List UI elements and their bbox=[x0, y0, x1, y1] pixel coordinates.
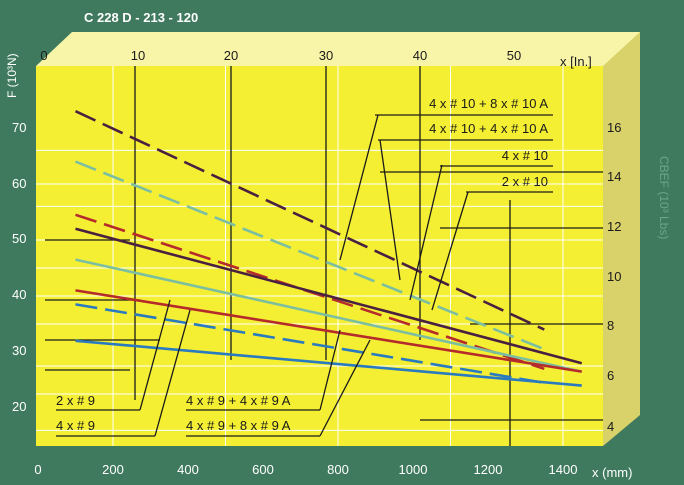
series-line bbox=[74, 110, 545, 331]
annotation-label: 4 x # 9 + 8 x # 9 A bbox=[186, 418, 291, 433]
annotation-label: 4 x # 10 + 8 x # 10 A bbox=[429, 96, 548, 111]
y-right-label: CBEF (10³ Lbs) bbox=[657, 156, 671, 239]
y-left-tick-label: 30 bbox=[12, 343, 26, 358]
leader-line bbox=[339, 114, 379, 261]
leader-line bbox=[319, 339, 371, 437]
y-left-tick-label: 40 bbox=[12, 287, 26, 302]
y-right-tick-label: 4 bbox=[607, 419, 614, 434]
x-top-tick-label: 0 bbox=[40, 48, 47, 63]
leader-line bbox=[319, 329, 341, 411]
annotation-label: 2 x # 9 bbox=[56, 393, 95, 408]
x-top-tick-label: 40 bbox=[413, 48, 427, 63]
series-line bbox=[75, 258, 583, 373]
chart-title: C 228 D - 213 - 120 bbox=[84, 10, 198, 25]
x-top-tick-label: 20 bbox=[224, 48, 238, 63]
y-right-tick-label: 14 bbox=[607, 169, 621, 184]
y-left-tick-label: 50 bbox=[12, 231, 26, 246]
x-tick-label: 1400 bbox=[549, 462, 578, 477]
grid bbox=[36, 66, 603, 446]
y-left-label: F (10³N) bbox=[5, 53, 19, 98]
series-line bbox=[75, 160, 545, 351]
annotation-label: 4 x # 10 + 4 x # 10 A bbox=[429, 121, 548, 136]
y-right-tick-label: 12 bbox=[607, 219, 621, 234]
panel-right-face bbox=[603, 32, 640, 446]
x-top-tick-label: 10 bbox=[131, 48, 145, 63]
x-tick-label: 800 bbox=[327, 462, 349, 477]
x-top-tick-label: 30 bbox=[319, 48, 333, 63]
y-left-tick-label: 20 bbox=[12, 399, 26, 414]
y-left-tick-label: 60 bbox=[12, 176, 26, 191]
x-tick-label: 600 bbox=[252, 462, 274, 477]
leader-line bbox=[139, 299, 171, 411]
panel-top-face bbox=[36, 32, 640, 66]
leader-line bbox=[431, 191, 469, 311]
x-top-tick-label: 50 bbox=[507, 48, 521, 63]
series-line bbox=[75, 227, 583, 365]
x-bottom-unit: x (mm) bbox=[592, 465, 632, 480]
annotation-label: 2 x # 10 bbox=[502, 174, 548, 189]
y-right-tick-label: 6 bbox=[607, 368, 614, 383]
series-line bbox=[75, 289, 582, 373]
leader-line bbox=[409, 164, 443, 301]
plot-panel bbox=[36, 66, 603, 446]
x-tick-label: 200 bbox=[102, 462, 124, 477]
y-left-tick-label: 70 bbox=[12, 120, 26, 135]
y-right-tick-label: 8 bbox=[607, 318, 614, 333]
series-line bbox=[75, 303, 545, 385]
x-tick-label: 1000 bbox=[399, 462, 428, 477]
y-right-tick-label: 16 bbox=[607, 120, 621, 135]
annotation-label: 4 x # 9 + 4 x # 9 A bbox=[186, 393, 291, 408]
x-tick-label: 0 bbox=[34, 462, 41, 477]
annotation-label: 4 x # 9 bbox=[56, 418, 95, 433]
annotation-label: 4 x # 10 bbox=[502, 148, 548, 163]
x-tick-label: 400 bbox=[177, 462, 199, 477]
series-lines bbox=[74, 110, 583, 387]
x-tick-label: 1200 bbox=[474, 462, 503, 477]
x-top-unit: x [In.] bbox=[560, 54, 592, 69]
leader-line bbox=[379, 139, 401, 281]
annotation-leaders bbox=[56, 114, 553, 437]
series-line bbox=[75, 339, 582, 387]
y-right-tick-label: 10 bbox=[607, 269, 621, 284]
leader-line bbox=[154, 309, 191, 437]
